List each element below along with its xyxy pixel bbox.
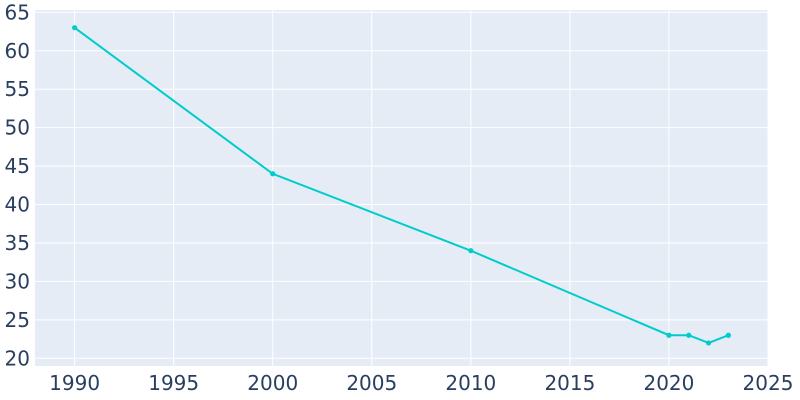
x-tick-label: 2025 (743, 371, 794, 395)
y-tick-label: 25 (5, 308, 30, 332)
x-axis-ticks: 1990 1995 2000 2005 2010 2015 2020 2025 (49, 371, 793, 395)
gridlines (35, 10, 769, 366)
y-tick-label: 45 (5, 154, 30, 178)
data-point (705, 340, 712, 346)
y-tick-label: 35 (5, 231, 30, 255)
x-tick-label: 2005 (346, 371, 397, 395)
data-point (270, 171, 276, 177)
y-axis-ticks: 20 25 30 35 40 45 50 55 60 65 (5, 0, 30, 370)
y-tick-label: 50 (5, 116, 30, 140)
y-tick-label: 55 (5, 77, 30, 101)
x-tick-label: 2000 (247, 371, 298, 395)
series-group (72, 25, 731, 346)
y-tick-label: 40 (5, 193, 30, 217)
y-tick-label: 60 (5, 39, 30, 63)
x-tick-label: 1990 (49, 371, 100, 395)
x-tick-label: 2010 (445, 371, 496, 395)
y-tick-label: 30 (5, 269, 30, 293)
data-point (72, 25, 78, 31)
plot-area (35, 10, 768, 366)
y-tick-label: 20 (5, 346, 30, 370)
data-point (666, 332, 672, 338)
x-tick-label: 2015 (544, 371, 595, 395)
x-tick-label: 1995 (148, 371, 199, 395)
data-point (725, 332, 731, 338)
data-point (686, 332, 692, 338)
data-point (468, 248, 474, 254)
x-tick-label: 2020 (643, 371, 694, 395)
y-tick-label: 65 (5, 0, 30, 24)
